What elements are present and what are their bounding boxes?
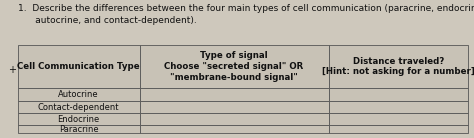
- Bar: [328, 113, 468, 125]
- Bar: [328, 45, 468, 88]
- Text: Autocrine: Autocrine: [58, 90, 99, 99]
- Text: Endocrine: Endocrine: [58, 115, 100, 124]
- Bar: [139, 101, 328, 113]
- Bar: [18, 113, 139, 125]
- Bar: [18, 125, 139, 133]
- Bar: [18, 45, 139, 88]
- Text: +: +: [8, 65, 16, 75]
- Text: Type of signal
Choose "secreted signal" OR
"membrane-bound signal": Type of signal Choose "secreted signal" …: [164, 51, 304, 82]
- Bar: [139, 125, 328, 133]
- Bar: [328, 88, 468, 101]
- Bar: [18, 101, 139, 113]
- Bar: [328, 101, 468, 113]
- Bar: [139, 113, 328, 125]
- Text: Distance traveled?
[Hint: not asking for a number]: Distance traveled? [Hint: not asking for…: [322, 57, 474, 76]
- Text: 1.  Describe the differences between the four main types of cell communication (: 1. Describe the differences between the …: [18, 4, 474, 13]
- Bar: [328, 125, 468, 133]
- Text: autocrine, and contact-dependent).: autocrine, and contact-dependent).: [18, 16, 197, 25]
- Text: Paracrine: Paracrine: [59, 124, 99, 133]
- Bar: [139, 45, 328, 88]
- Text: Cell Communication Type: Cell Communication Type: [18, 62, 140, 71]
- Bar: [139, 88, 328, 101]
- Bar: [18, 88, 139, 101]
- Text: Contact-dependent: Contact-dependent: [38, 103, 119, 112]
